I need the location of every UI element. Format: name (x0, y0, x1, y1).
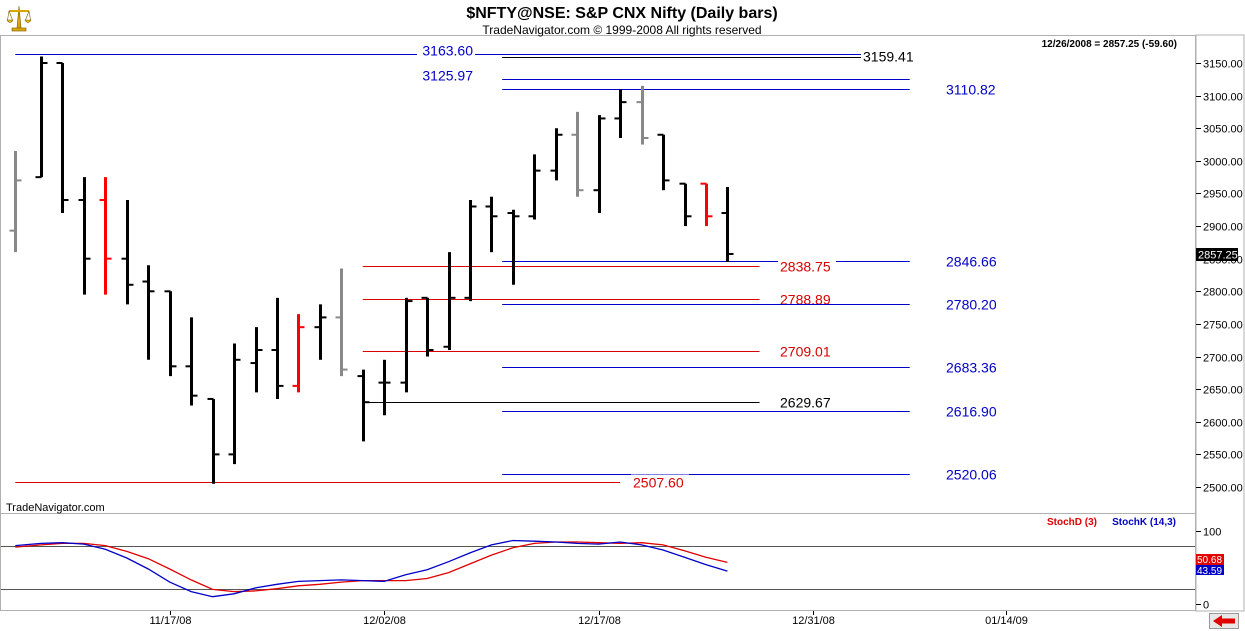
date-tick-label: 11/17/08 (149, 615, 191, 627)
price-tick-label: 2800.00 (1203, 287, 1243, 299)
level-label-bg (778, 343, 836, 359)
price-tick-label: 2650.00 (1203, 385, 1243, 397)
stochastic-lines (1, 539, 1195, 598)
level-label: 3159.41 (863, 49, 914, 65)
level-label-bg (944, 466, 1002, 482)
stoch-tick-label: 100 (1203, 527, 1221, 539)
stoch-k-value: 43.59 (1197, 566, 1222, 577)
price-tick-label: 2900.00 (1203, 222, 1243, 234)
stoch-k-line (15, 539, 728, 598)
legend-stoch-d: StochD (3) (1047, 517, 1097, 528)
price-tick-label: 2550.00 (1203, 450, 1243, 462)
date-tick-label: 01/14/09 (985, 615, 1028, 627)
level-label: 2838.75 (780, 259, 831, 275)
legend-stoch-k: StochK (14,3) (1112, 517, 1176, 528)
support-resistance-levels: 3163.60 3159.41 3125.97 3110.82 2846.66 2838.… (15, 42, 1002, 491)
chart-title: $NFTY@NSE: S&P CNX Nifty (Daily bars) (466, 5, 777, 22)
current-price-box (1196, 248, 1238, 261)
level-label: 3125.97 (422, 68, 473, 84)
level-label-bg (944, 296, 1002, 312)
level-label: 2683.36 (946, 360, 997, 376)
last-quote-text: 12/26/2008 = 2857.25 (-59.60) (1042, 39, 1177, 50)
date-axis: 11/17/08 12/02/08 12/17/08 12/31/08 01/14/09 (149, 611, 1028, 627)
price-tick-label: 3000.00 (1203, 157, 1243, 169)
level-label: 2629.67 (780, 395, 831, 411)
price-tick-label: 2700.00 (1203, 353, 1243, 365)
level-label-bg (778, 291, 836, 307)
price-tick-label: 2600.00 (1203, 418, 1243, 430)
level-label: 3110.82 (946, 82, 996, 98)
price-bars (9, 56, 734, 484)
level-label: 2520.06 (946, 467, 997, 483)
level-label-bg (631, 474, 689, 490)
right-axis-area (1195, 34, 1245, 612)
level-label-bg (861, 49, 919, 65)
level-label-bg (778, 394, 836, 410)
level-label-bg (417, 67, 475, 83)
level-label-bg (944, 359, 1002, 375)
level-label-bg (944, 81, 1002, 97)
level-label: 3163.60 (422, 43, 473, 59)
price-tick-label: 3150.00 (1203, 59, 1243, 71)
level-label: 2507.60 (633, 475, 684, 491)
level-label: 2709.01 (780, 344, 831, 360)
price-tick-label: 2750.00 (1203, 320, 1243, 332)
price-tick-label: 3050.00 (1203, 124, 1243, 136)
price-panel-frame (0, 35, 1196, 514)
level-label: 2780.20 (946, 297, 997, 313)
current-price-label: 2857.25 (1198, 250, 1238, 262)
stoch-d-value-box (1196, 554, 1224, 565)
level-label: 2788.89 (780, 292, 831, 308)
level-label: 2616.90 (946, 404, 997, 420)
stoch-d-value: 50.68 (1197, 555, 1222, 566)
back-arrow-icon[interactable] (1209, 613, 1239, 629)
date-tick-label: 12/31/08 (792, 615, 835, 627)
stoch-axis-ticks: 0 100 (1196, 527, 1221, 612)
price-tick-label: 2500.00 (1203, 483, 1243, 495)
level-label: 2846.66 (946, 254, 997, 270)
level-label-bg (944, 403, 1002, 419)
level-label-bg (417, 42, 475, 58)
watermark-text: TradeNavigator.com (6, 502, 105, 514)
stoch-panel-frame (0, 513, 1196, 611)
scales-logo-icon[interactable] (6, 4, 32, 32)
level-label-bg (778, 258, 836, 274)
stoch-k-value-box (1196, 565, 1224, 575)
price-tick-label: 3100.00 (1203, 92, 1243, 104)
level-label-bg (944, 253, 1002, 269)
date-tick-label: 12/02/08 (363, 615, 406, 627)
stoch-tick-label: 0 (1203, 600, 1209, 612)
copyright-text: TradeNavigator.com © 1999-2008 All right… (482, 23, 761, 37)
price-tick-label: 2950.00 (1203, 189, 1243, 201)
date-tick-label: 12/17/08 (578, 615, 621, 627)
